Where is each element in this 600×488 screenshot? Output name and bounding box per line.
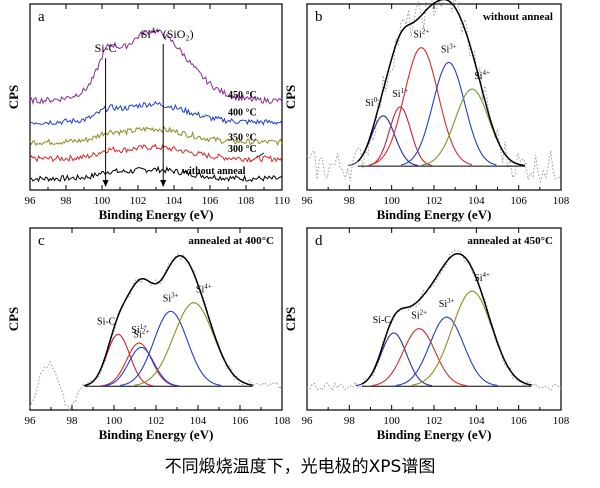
annotation-label: Si4+ (SiO₂) (141, 26, 194, 41)
x-tick-label: 98 (344, 415, 356, 427)
x-tick-label: 104 (468, 415, 485, 427)
series-line (29, 125, 283, 147)
x-tick-label: 98 (61, 195, 73, 207)
peak-label: Si1+ (392, 87, 408, 100)
fit-peak (83, 333, 153, 387)
x-tick-label: 96 (25, 195, 37, 207)
x-axis-label: Binding Energy (eV) (377, 427, 492, 442)
series-label: 450 °C (228, 90, 257, 101)
panel-letter: c (38, 233, 45, 249)
fit-peak (411, 290, 533, 386)
x-tick-label: 104 (190, 415, 207, 427)
panel-letter: d (315, 233, 323, 249)
panel-a: 96 98 100 102 104 106 108 110 Binding Energy (eV… (6, 3, 291, 222)
fit-peak (355, 332, 432, 387)
fit-peak (133, 302, 254, 386)
panel-letter: b (315, 9, 323, 25)
panel-d: 96 98 100 102 104 106 108 Binding Energy (eV) CP… (283, 227, 570, 442)
x-tick-label: 100 (106, 415, 123, 427)
x-tick-label: 96 (302, 415, 314, 427)
x-tick-label: 96 (25, 415, 37, 427)
fit-peak (421, 88, 523, 166)
x-tick-label: 100 (94, 195, 111, 207)
fit-envelope (361, 252, 532, 386)
y-axis-label: CPS (283, 307, 298, 332)
fit-peak (348, 115, 419, 167)
series-label: 300 °C (228, 144, 257, 155)
x-tick-label: 100 (383, 415, 400, 427)
peak-label: Si4+ (474, 271, 490, 284)
x-axis-label: Binding Energy (eV) (377, 207, 492, 222)
fit-peak (101, 342, 178, 387)
peak-label: Si0 (365, 96, 377, 109)
panel-letter: a (38, 9, 45, 25)
x-axis-label: Binding Energy (eV) (99, 207, 214, 222)
annotation-arrow (102, 180, 109, 187)
x-tick-label: 104 (468, 195, 485, 207)
peak-label: Si3+ (439, 297, 455, 310)
y-axis-label: CPS (283, 85, 298, 110)
x-tick-label: 98 (67, 415, 79, 427)
fit-envelope (357, 0, 526, 167)
panel-b: 96 98 100 102 104 106 108 Binding Energy (eV) CP… (283, 0, 570, 222)
y-axis-label: CPS (6, 307, 21, 332)
peak-label: Si-C (373, 315, 392, 326)
fit-peak (370, 47, 473, 166)
x-tick-label: 102 (148, 415, 165, 427)
figure-caption: 不同煅烧温度下，光电极的XPS谱图 (164, 457, 436, 477)
panel-title: without anneal (483, 11, 553, 23)
panel-title: annealed at 400°C (188, 235, 274, 247)
fit-peak (395, 316, 498, 387)
fit-peak (120, 310, 222, 386)
peak-label: Si2+ (413, 28, 429, 41)
peak-label: Si2+ (411, 309, 427, 322)
annotation-arrow (160, 180, 167, 187)
x-axis-label: Binding Energy (eV) (99, 427, 214, 442)
x-tick-label: 102 (426, 195, 443, 207)
raw-data (29, 252, 283, 412)
x-tick-label: 102 (426, 415, 443, 427)
peak-label: Si1+ (131, 323, 147, 336)
peak-label: Si-C (97, 316, 116, 327)
panel-c: 96 98 100 102 104 106 108 Binding Energy (eV) CP… (6, 227, 291, 442)
x-tick-label: 106 (232, 415, 249, 427)
x-tick-label: 108 (553, 195, 570, 207)
x-tick-label: 96 (302, 195, 314, 207)
series-line (29, 28, 283, 105)
x-tick-label: 108 (238, 195, 255, 207)
fit-peak (103, 346, 180, 387)
peak-label: Si3+ (441, 42, 457, 55)
fit-envelope (84, 254, 253, 387)
raw-data (306, 0, 562, 184)
fit-peak (371, 328, 467, 387)
fit-peak (368, 106, 432, 166)
x-tick-label: 98 (344, 195, 356, 207)
x-tick-label: 108 (553, 415, 570, 427)
raw-data (306, 249, 562, 392)
peak-label: Si3+ (163, 291, 179, 304)
y-axis-label: CPS (6, 85, 21, 110)
x-tick-label: 110 (274, 195, 291, 207)
x-tick-label: 106 (510, 195, 527, 207)
series-label: without anneal (182, 166, 246, 177)
series-line (29, 143, 283, 163)
x-tick-label: 106 (510, 415, 527, 427)
series-line (29, 165, 283, 183)
panel-title: annealed at 450°C (467, 235, 553, 247)
x-tick-label: 106 (202, 195, 219, 207)
peak-label: Si2+ (133, 327, 149, 340)
x-tick-label: 102 (130, 195, 147, 207)
x-tick-label: 108 (274, 415, 291, 427)
fit-peak (401, 61, 497, 166)
x-tick-label: 100 (383, 195, 400, 207)
x-tick-label: 104 (166, 195, 183, 207)
annotation-label: Si-C (95, 41, 117, 55)
series-line (29, 100, 283, 126)
series-label: 400 °C (228, 108, 257, 119)
series-label: 350 °C (228, 132, 257, 143)
